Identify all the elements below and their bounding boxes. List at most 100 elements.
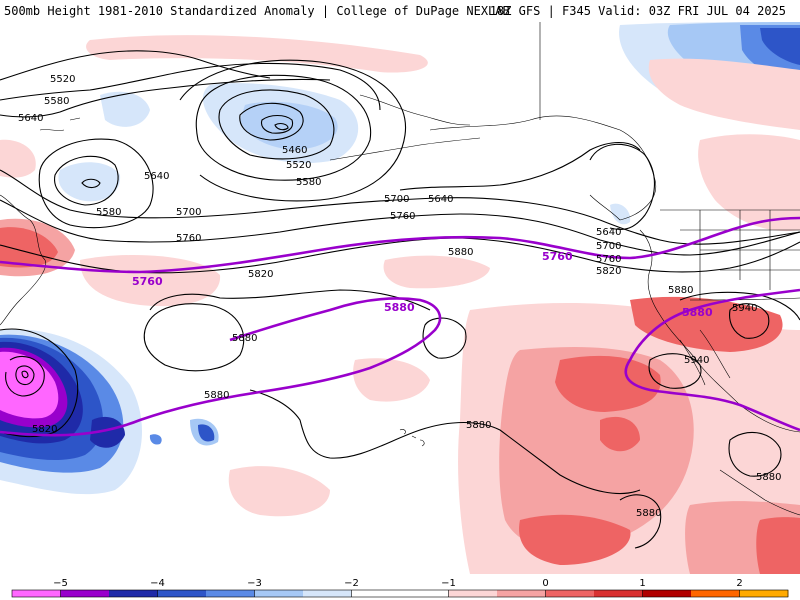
mexico-border [689,297,800,301]
purple-contour-label: 5760 [542,250,573,263]
contour-5760-main [0,199,800,256]
header: 500mb Height 1981-2010 Standardized Anom… [0,0,800,22]
colorbar-swatch [691,590,740,597]
contour-label: 5640 [596,227,621,238]
contour-label: 5640 [144,171,169,182]
contour-label: 5880 [668,285,693,296]
anomaly-map[interactable]: 5520 5580 5640 5460 5520 5580 5640 5580 … [0,22,800,574]
contour-label: 5940 [732,303,757,314]
contour-label: 5760 [390,211,415,222]
contour-5460-core [274,123,289,131]
colorbar-swatches [11,589,789,598]
model-run-info: 18Z GFS | F345 Valid: 03Z FRI JUL 04 202… [489,4,786,18]
contour-label: 5820 [248,269,273,280]
negative-anomaly-area [240,101,338,150]
bering-coastline [359,94,471,126]
contour-label: 5880 [466,420,491,431]
colorbar-swatch [545,590,595,597]
negative-anomaly-area [0,351,59,419]
negative-anomaly-area [610,203,631,225]
colorbar-tick-label: −2 [344,578,359,589]
contour-label: 5760 [596,254,621,265]
negative-anomaly-area [198,424,215,442]
contour-5640-east [399,141,641,191]
positive-anomaly-area [0,139,36,178]
contour-5700-main [0,169,800,245]
contour-label: 5580 [96,207,121,218]
contour-5640-b [179,59,407,202]
purple-contour-labels: 5760 5760 5880 5880 [132,250,713,319]
anomaly-colorbar: −5−4−3−2−1012345 [11,578,789,598]
contour-label: 5760 [176,233,201,244]
contour-5640-west [38,138,154,229]
contour-label: 5640 [428,194,453,205]
negative-anomaly-area [760,28,800,65]
negative-anomaly-area [100,91,150,127]
positive-anomaly-area [519,514,631,565]
contour-5580 [0,62,381,111]
positive-anomaly-area [353,358,430,402]
contour-label: 5700 [176,207,201,218]
purple-contours [0,216,800,437]
colorbar-swatch [303,590,352,597]
contour-label: 5700 [384,194,409,205]
positive-anomaly-area [756,517,800,574]
colorbar-tick-label: −4 [150,578,165,589]
contour-5580-west [54,155,119,206]
positive-anomaly-area [648,58,800,131]
colorbar-tick-label: 0 [542,578,548,589]
positive-anomaly-area [383,255,490,289]
contour-5940-a [729,303,770,339]
contour-5460-inner [260,114,294,134]
contour-label: 5880 [636,508,661,519]
contour-5640 [0,78,331,118]
colorbar-swatch [351,590,401,597]
colorbar-swatch [206,590,255,597]
contour-label: 5880 [756,472,781,483]
colorbar-swatch [12,590,61,597]
purple-contour-5880 [0,297,442,437]
contour-label: 5580 [296,177,321,188]
asia-coastline [0,194,47,326]
colorbar-swatch [739,590,789,597]
central-america-coast [719,469,800,516]
colorbar-tick-label: 1 [639,578,645,589]
positive-anomaly-area [80,255,221,307]
product-title: 500mb Height 1981-2010 Standardized Anom… [4,4,510,18]
contour-label: 5520 [286,160,311,171]
purple-contour-5880-east [624,288,800,432]
contour-label: 5520 [50,74,75,85]
contour-5520-b [218,89,335,160]
colorbar-ticks: −5−4−3−2−1012345 [53,578,743,597]
contour-5580-small [81,178,101,189]
colorbar-swatch [254,590,304,597]
contour-5820-cyclone [0,328,79,438]
contour-label: 5940 [684,355,709,366]
negative-anomaly-area [149,434,162,445]
positive-anomaly-area [698,134,800,232]
colorbar-tick-label: −3 [247,578,262,589]
contour-label: 5580 [44,96,69,107]
purple-contour-5760 [0,216,800,274]
contour-5880-east-low [728,431,782,477]
contour-5580-b [195,74,372,181]
contour-5880-se [619,494,662,549]
contour-5460-low [239,102,304,141]
positive-anomaly-area [600,416,640,452]
contour-label: 5880 [232,333,257,344]
colorbar-tick-label: −5 [53,578,68,589]
colorbar-swatch [400,590,449,597]
colorbar-tick-label: 2 [736,578,742,589]
contour-label: 5820 [596,266,621,277]
contour-label: 5880 [448,247,473,258]
colorbar-swatch [109,590,158,597]
positive-anomaly-area [86,35,428,73]
contour-labels: 5520 5580 5640 5460 5520 5580 5640 5580 … [18,74,781,519]
baja-coastline [679,329,731,386]
contour-cyclone-rings [5,355,45,397]
colorbar-swatch [448,590,498,597]
contour-5880-blob [143,303,245,372]
contour-label: 5880 [204,390,229,401]
positive-anomaly-area [0,227,58,268]
colorbar-tick-label: −1 [441,578,456,589]
